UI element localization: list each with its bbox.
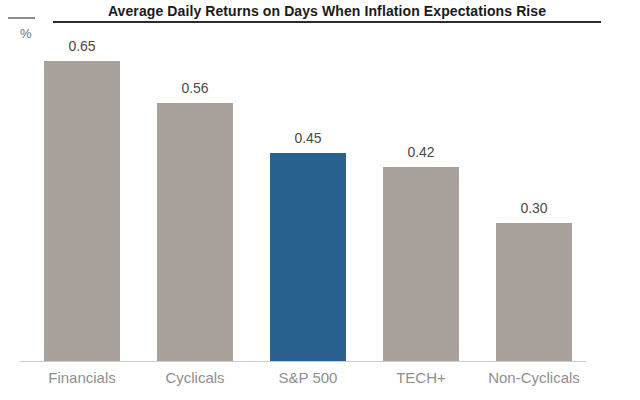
bar [44,61,120,361]
x-axis-labels: Financials Cyclicals S&P 500 TECH+ Non-Cycli… [44,369,572,386]
bar [270,153,346,361]
category-label-text: S&P 500 [279,369,338,386]
bar-group: 0.42 [383,144,459,361]
bar-group: 0.45 [270,130,346,361]
bar-value-label: 0.56 [181,80,208,96]
category-label: Non-Cyclicals [496,369,572,386]
bar-group: 0.56 [157,80,233,361]
bar-value-label: 0.30 [520,200,547,216]
bar [496,223,572,361]
category-label-text: TECH+ [396,369,446,386]
category-label: S&P 500 [270,369,346,386]
bar-value-label: 0.45 [294,130,321,146]
category-label-text: Cyclicals [165,369,224,386]
category-label: Financials [44,369,120,386]
y-axis-unit-label: % [20,26,32,41]
bar-value-label: 0.42 [407,144,434,160]
category-label-text: Financials [48,369,116,386]
bar-group: 0.65 [44,38,120,361]
category-label: TECH+ [383,369,459,386]
bar-chart: Average Daily Returns on Days When Infla… [0,0,640,400]
x-axis-baseline [20,361,586,362]
bar [383,167,459,361]
category-label-text: Non-Cyclicals [488,369,580,386]
bar-value-label: 0.65 [68,38,95,54]
plot-area: 0.65 0.56 0.45 0.42 0.30 [44,0,572,361]
category-label: Cyclicals [157,369,233,386]
bar [157,103,233,361]
bar-group: 0.30 [496,200,572,361]
top-left-rule [8,17,35,19]
